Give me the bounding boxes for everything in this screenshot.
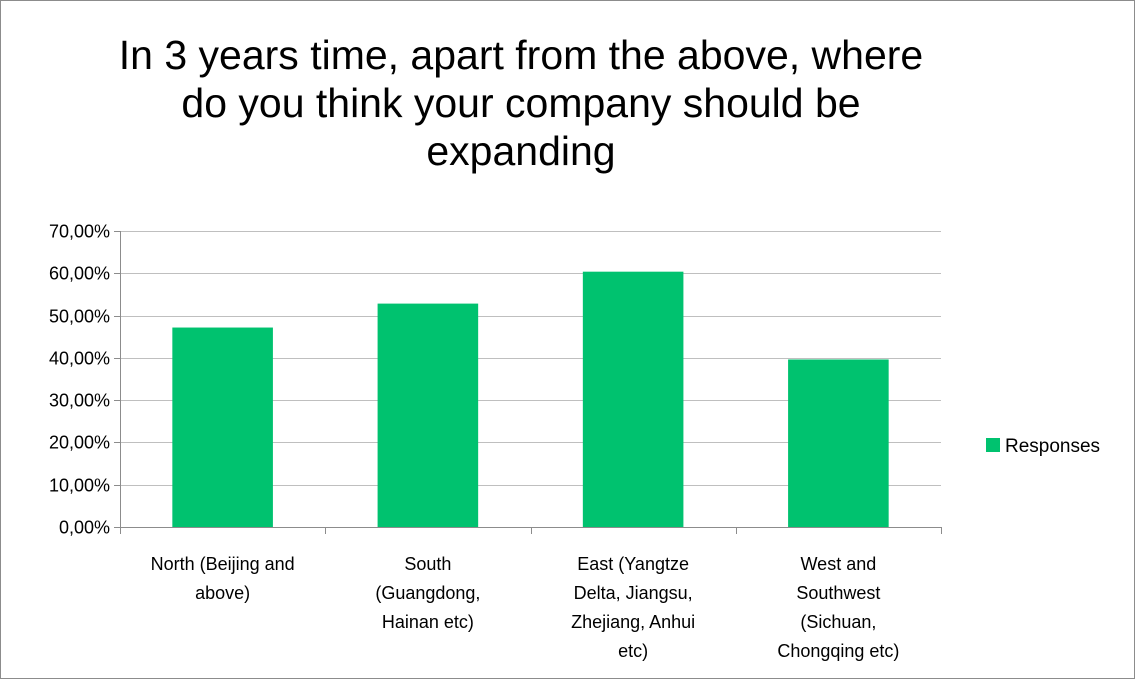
bar [582,271,684,527]
x-category-label: West and Southwest (Sichuan, Chongqing etc) [777,554,899,661]
bar [377,303,479,527]
bar [788,359,889,527]
x-category-label: North (Beijing and above) [151,554,295,603]
legend-swatch [986,438,1000,452]
y-tick-label: 0,00% [59,518,110,538]
x-category-labels: North (Beijing and above) South (Guangdong,… [151,554,900,661]
x-category-label: South (Guangdong, Hainan etc) [375,554,480,632]
x-category-label: East (Yangtze Delta, Jiangsu, Zhejiang, An… [571,554,695,661]
y-tick-labels: 0,00% 10,00% 20,00% 30,00% 40,00% 50,00% 60,00… [49,222,110,538]
chart-title: In 3 years time, apart from the above, w… [118,32,924,174]
axes [114,231,942,534]
y-tick-label: 30,00% [49,391,110,411]
legend-label: Responses [1005,436,1100,457]
y-tick-label: 60,00% [49,264,110,284]
y-tick-label: 20,00% [49,433,110,453]
y-tick-label: 50,00% [49,307,110,327]
y-tick-label: 10,00% [49,476,110,496]
bars [172,271,889,527]
bar [172,327,273,527]
y-tick-label: 70,00% [49,222,110,242]
y-tick-label: 40,00% [49,349,110,369]
legend: Responses [986,436,1100,457]
